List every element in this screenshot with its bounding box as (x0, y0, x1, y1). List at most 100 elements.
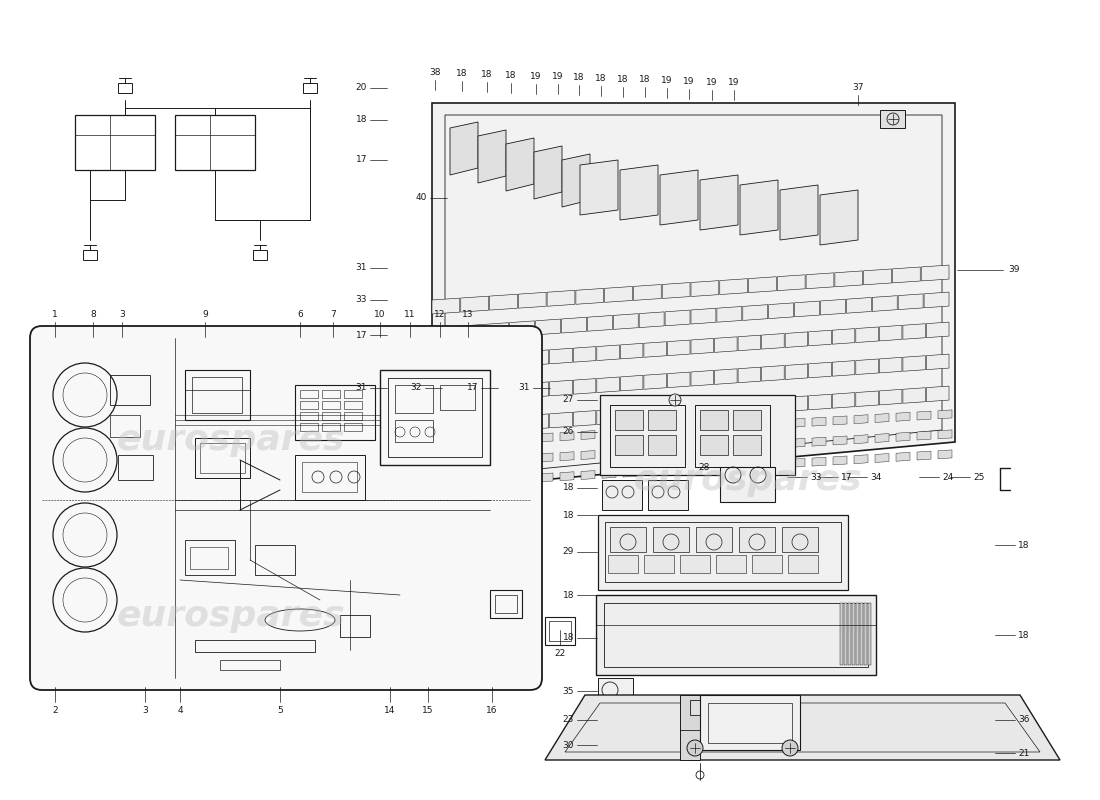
Polygon shape (503, 415, 525, 431)
Polygon shape (644, 406, 667, 422)
Text: 18: 18 (562, 634, 574, 642)
Bar (848, 603, 851, 665)
Polygon shape (742, 305, 768, 320)
Bar (395, 385, 433, 413)
Text: 31: 31 (518, 383, 530, 393)
Polygon shape (450, 122, 478, 175)
Polygon shape (715, 337, 737, 352)
Text: 8: 8 (90, 310, 96, 319)
Bar (615, 410, 644, 430)
Bar (720, 467, 775, 502)
Polygon shape (808, 362, 832, 378)
Polygon shape (874, 414, 889, 422)
Polygon shape (666, 446, 679, 454)
Polygon shape (581, 470, 595, 479)
Polygon shape (903, 388, 925, 403)
Polygon shape (668, 372, 690, 388)
Bar (295, 385, 375, 440)
Bar (708, 703, 792, 743)
Bar (608, 555, 638, 573)
Text: 18: 18 (482, 70, 493, 79)
Polygon shape (536, 319, 561, 334)
Text: 33: 33 (810, 473, 822, 482)
Polygon shape (544, 695, 1060, 760)
Bar (82, 250, 97, 260)
Polygon shape (854, 454, 868, 464)
Bar (739, 527, 776, 552)
Polygon shape (620, 375, 642, 391)
Polygon shape (833, 436, 847, 445)
Polygon shape (518, 292, 546, 308)
Bar (344, 423, 362, 431)
Text: 21: 21 (1018, 749, 1030, 758)
Polygon shape (434, 479, 448, 488)
Text: 18: 18 (562, 510, 574, 519)
Polygon shape (761, 398, 784, 413)
Polygon shape (917, 411, 931, 420)
Bar (200, 443, 245, 473)
Bar (195, 640, 315, 652)
Text: 28: 28 (698, 462, 710, 471)
Text: 18: 18 (355, 115, 367, 125)
Text: 19: 19 (552, 72, 563, 82)
Polygon shape (539, 473, 553, 482)
Bar (860, 603, 864, 665)
Polygon shape (550, 380, 572, 396)
Text: eurospares: eurospares (117, 599, 345, 633)
Polygon shape (497, 455, 512, 464)
Polygon shape (761, 334, 784, 349)
Text: 12: 12 (434, 310, 446, 319)
Polygon shape (854, 414, 868, 424)
Bar (604, 603, 868, 667)
Bar (544, 617, 575, 645)
Polygon shape (854, 434, 868, 444)
Polygon shape (576, 289, 604, 304)
Polygon shape (634, 285, 661, 300)
Polygon shape (715, 401, 737, 416)
Polygon shape (480, 385, 502, 401)
Polygon shape (769, 303, 793, 318)
Polygon shape (455, 418, 478, 434)
Polygon shape (534, 146, 562, 199)
Bar (300, 401, 318, 409)
Bar (733, 410, 761, 430)
Polygon shape (432, 421, 454, 436)
Polygon shape (620, 165, 658, 220)
Bar (322, 390, 340, 398)
Polygon shape (666, 426, 679, 434)
Polygon shape (728, 442, 743, 451)
Polygon shape (432, 103, 955, 490)
Bar (602, 480, 642, 510)
Polygon shape (668, 404, 690, 420)
Text: 18: 18 (595, 74, 607, 83)
Polygon shape (550, 412, 572, 428)
Text: 27: 27 (562, 395, 574, 405)
Bar (300, 412, 318, 420)
Polygon shape (896, 452, 910, 462)
Text: 17: 17 (466, 383, 478, 393)
Polygon shape (605, 286, 632, 302)
Polygon shape (434, 439, 448, 448)
Polygon shape (903, 356, 925, 371)
Bar (300, 423, 318, 431)
Bar (716, 555, 746, 573)
Bar (598, 515, 848, 590)
Polygon shape (490, 294, 517, 310)
Polygon shape (587, 315, 613, 331)
Bar (295, 455, 365, 500)
Text: 18: 18 (505, 70, 517, 80)
Polygon shape (503, 383, 525, 399)
Text: 3: 3 (142, 706, 147, 715)
Text: 30: 30 (562, 741, 574, 750)
Bar (852, 603, 855, 665)
Polygon shape (497, 435, 512, 444)
Text: 10: 10 (374, 310, 386, 319)
Polygon shape (691, 308, 716, 324)
Bar (700, 695, 800, 750)
Polygon shape (791, 418, 805, 427)
Bar (596, 595, 876, 675)
Bar (752, 555, 782, 573)
Polygon shape (526, 350, 549, 366)
Text: 5: 5 (277, 706, 283, 715)
Text: 19: 19 (728, 78, 739, 87)
